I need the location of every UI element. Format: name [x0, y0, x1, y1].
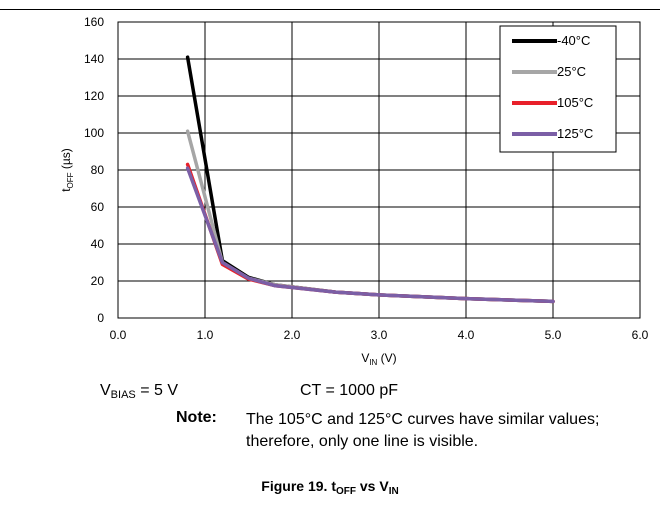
top-rule	[0, 9, 660, 10]
y-tick-label: 40	[91, 237, 105, 251]
x-tick-label: 6.0	[632, 328, 649, 342]
y-tick-label: 100	[84, 126, 104, 140]
x-axis-label: VIN (V)	[361, 351, 396, 367]
note-label: Note:	[176, 409, 217, 426]
legend-label: 125°C	[557, 126, 593, 141]
y-tick-labels: 0 20 40 60 80 100 120 140 160	[84, 15, 104, 325]
x-tick-label: 3.0	[371, 328, 388, 342]
x-tick-label: 5.0	[545, 328, 562, 342]
y-tick-label: 120	[84, 89, 104, 103]
y-axis-label: tOFF (µs)	[59, 148, 75, 192]
legend-label: 25°C	[557, 64, 586, 79]
x-tick-label: 0.0	[110, 328, 127, 342]
x-tick-labels: 0.0 1.0 2.0 3.0 4.0 5.0 6.0	[110, 328, 649, 342]
x-tick-label: 1.0	[197, 328, 214, 342]
figure-caption: Figure 19. tOFF vs VIN	[261, 478, 399, 497]
y-tick-label: 20	[91, 274, 105, 288]
legend: -40°C 25°C 105°C 125°C	[499, 25, 617, 153]
legend-box	[499, 25, 617, 153]
x-tick-label: 4.0	[458, 328, 475, 342]
bias-condition: VBIAS = 5 V	[100, 382, 178, 401]
y-tick-label: 0	[97, 311, 104, 325]
series-lines	[185, 55, 555, 304]
tOFF-vs-VIN-chart: 0 20 40 60 80 100 120 140 160 0.0 1.0 2.0 3.0 4.0 5.0…	[59, 15, 649, 367]
series-line	[185, 166, 555, 304]
y-tick-label: 60	[91, 200, 105, 214]
legend-label: -40°C	[557, 33, 590, 48]
note-text: The 105°C and 125°C curves have similar …	[246, 411, 600, 450]
ct-condition: CT = 1000 pF	[300, 382, 398, 399]
legend-label: 105°C	[557, 95, 593, 110]
x-tick-label: 2.0	[284, 328, 301, 342]
y-tick-label: 140	[84, 52, 104, 66]
y-tick-label: 160	[84, 15, 104, 29]
plot-frame	[117, 21, 641, 319]
y-tick-label: 80	[91, 163, 105, 177]
series-line	[185, 55, 555, 304]
